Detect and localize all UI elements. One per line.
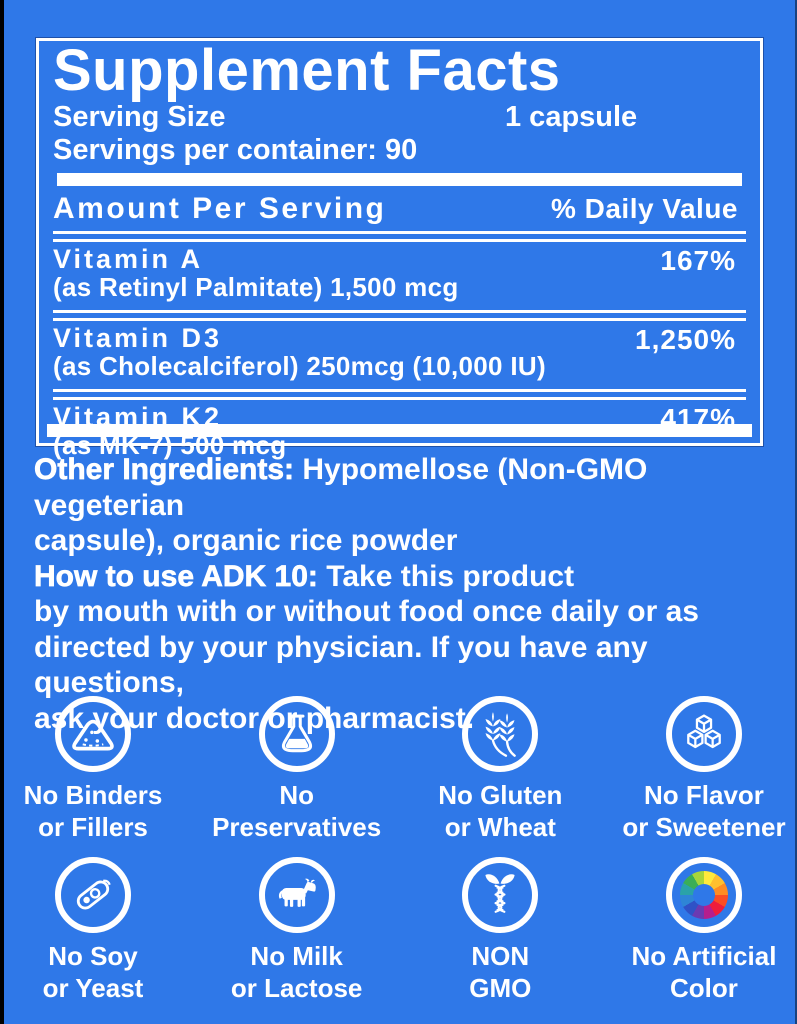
badge-label-line1: No Soy <box>48 941 138 971</box>
badge-label: No Preservatives <box>212 779 381 843</box>
nutrient-row-vitamin-a: Vitamin A (as Retinyl Palmitate) 1,500 m… <box>53 242 746 305</box>
image-left-edge <box>0 0 4 1024</box>
separator-double <box>53 310 746 321</box>
separator-thick-bottom <box>47 424 752 437</box>
badge-label: No Binders or Fillers <box>24 779 163 843</box>
badge-row-2: No Soy or Yeast <box>0 857 797 1004</box>
badge-label: No Milk or Lactose <box>231 940 363 1004</box>
sugar-cubes-icon <box>665 696 742 772</box>
other-ingredients-line: Other Ingredients: Hypomellose (Non-GMO … <box>34 452 794 523</box>
how-to-use-line2: by mouth with or without food once daily… <box>34 595 699 628</box>
other-ingredients-lead: Other Ingredients: <box>34 453 303 487</box>
powder-pile-icon <box>55 696 131 772</box>
amount-per-serving-label: Amount Per Serving <box>53 192 387 225</box>
badge-label-line1: No Milk <box>250 941 343 971</box>
description-text: Other Ingredients: Hypomellose (Non-GMO … <box>34 452 794 736</box>
serving-size-row: Serving Size 1 capsule <box>53 101 746 134</box>
badge-label: No Artificial Color <box>631 940 776 1004</box>
cow-icon <box>258 857 335 933</box>
badge-label-line1: No Artificial <box>631 941 777 971</box>
badge-no-flavor: No Flavor or Sweetener <box>615 696 793 843</box>
badge-label: No Soy or Yeast <box>43 940 144 1004</box>
other-ingredients-rest: Hypomellose (Non-GMO vegeterian <box>34 453 648 522</box>
badge-label-line1: No Flavor <box>644 780 764 810</box>
nutrient-detail: (as Cholecalciferol) 250mcg (10,000 IU) <box>53 351 546 381</box>
wheat-icon <box>462 696 539 772</box>
nutrient-name: Vitamin A <box>53 244 204 274</box>
badge-no-artificial-color: No Artificial Color <box>615 857 793 1004</box>
badge-label-line2: or Sweetener <box>622 812 786 842</box>
serving-size-value: 1 capsule <box>505 101 638 133</box>
badge-label-line2: or Fillers <box>38 812 148 842</box>
badge-label-line2: or Lactose <box>230 973 363 1003</box>
separator-thick <box>57 173 742 186</box>
badge-no-preservatives: No Preservatives <box>208 696 386 843</box>
badge-label-line1: No <box>279 780 314 810</box>
feature-badges: No Binders or Fillers No Preservatives <box>0 696 797 1004</box>
badge-no-gluten: No Gluten or Wheat <box>411 696 589 843</box>
nutrient-name: Vitamin D3 <box>53 323 223 353</box>
nutrient-detail: (as Retinyl Palmitate) 1,500 mcg <box>53 272 459 302</box>
dna-leaves-icon <box>462 857 539 933</box>
supplement-facts-panel: Supplement Facts Serving Size 1 capsule … <box>35 37 764 459</box>
separator-double <box>53 389 746 400</box>
how-to-use-line: How to use ADK 10: Take this product <box>34 559 794 595</box>
color-wheel <box>679 871 728 919</box>
amount-header-row: Amount Per Serving % Daily Value <box>53 192 746 226</box>
nutrient-daily-value: 1,250% <box>635 324 736 355</box>
badge-no-binders: No Binders or Fillers <box>4 696 182 843</box>
badge-label-line2: or Yeast <box>42 973 144 1003</box>
servings-per-container: Servings per container: 90 <box>53 134 418 166</box>
separator-double <box>53 231 746 242</box>
color-wheel-icon <box>665 857 742 933</box>
soybean-pod-icon <box>55 857 131 933</box>
image-right-edge <box>795 0 797 1024</box>
how-to-use-rest: Take this product <box>326 559 575 593</box>
badge-label-line2: or Wheat <box>444 812 556 842</box>
how-to-use-lead: How to use ADK 10: <box>34 559 327 593</box>
badge-no-milk: No Milk or Lactose <box>208 857 386 1004</box>
badge-label-line2: Color <box>670 973 738 1003</box>
how-to-use-line3: directed by your physician. If you have … <box>34 630 648 700</box>
badge-label-line1: No Binders <box>23 780 163 810</box>
badge-label: NON GMO <box>469 940 531 1004</box>
badge-label-line1: No Gluten <box>438 780 563 810</box>
badge-label: No Flavor or Sweetener <box>622 779 785 843</box>
badge-label: No Gluten or Wheat <box>438 779 562 843</box>
nutrient-daily-value: 167% <box>660 245 736 276</box>
badge-row-1: No Binders or Fillers No Preservatives <box>0 696 797 843</box>
daily-value-label: % Daily Value <box>550 193 738 224</box>
badge-label-line2: Preservatives <box>212 812 382 842</box>
badge-no-soy: No Soy or Yeast <box>4 857 182 1004</box>
nutrient-row-vitamin-d3: Vitamin D3 (as Cholecalciferol) 250mcg (… <box>53 321 746 384</box>
other-ingredients-line2: capsule), organic rice powder <box>34 524 458 557</box>
panel-title: Supplement Facts <box>53 38 561 103</box>
badge-non-gmo: NON GMO <box>411 857 589 1004</box>
badge-label-line2: GMO <box>469 973 532 1003</box>
serving-size-label: Serving Size <box>53 101 226 133</box>
badge-label-line1: NON <box>471 941 530 971</box>
flask-icon <box>258 696 335 772</box>
